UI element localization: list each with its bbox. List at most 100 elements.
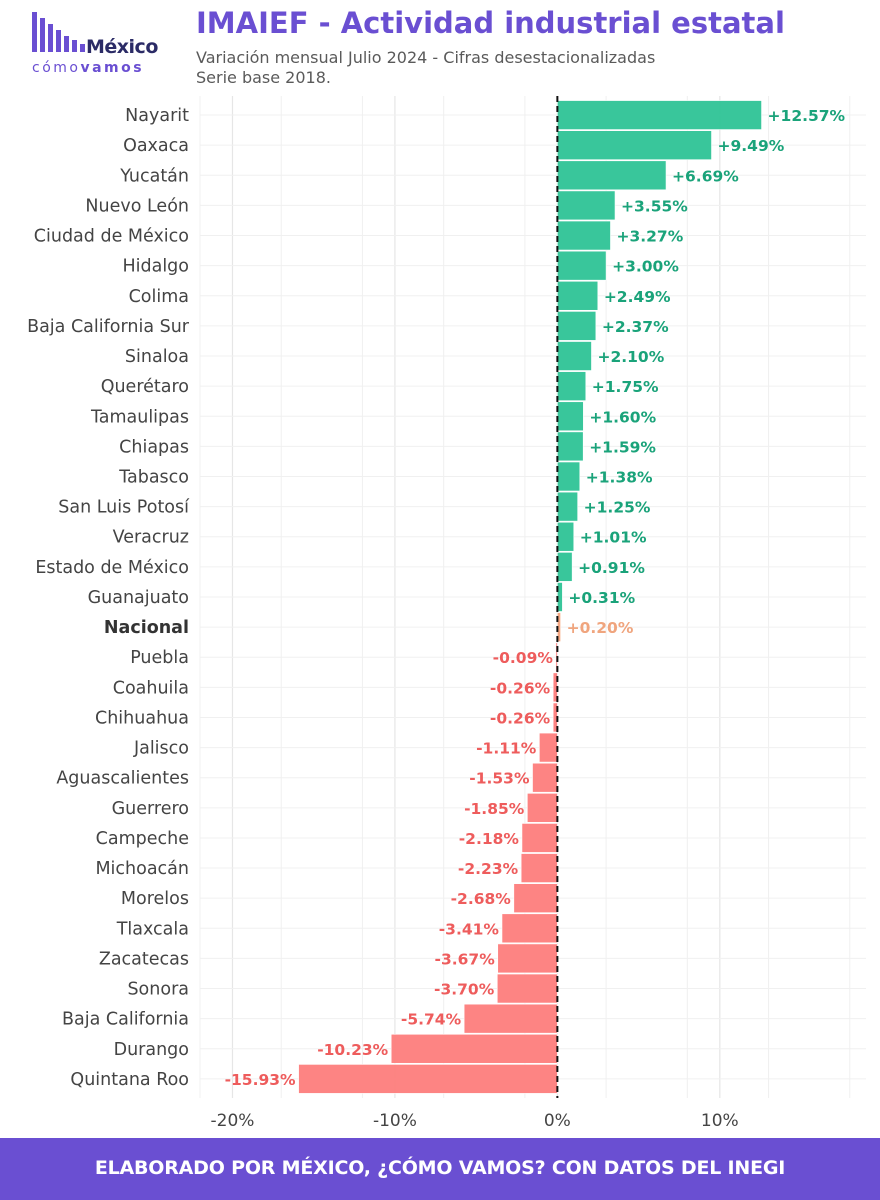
value-label: -1.85% — [464, 800, 525, 818]
category-label: Zacatecas — [99, 949, 189, 969]
bar-colima — [557, 280, 599, 311]
category-label: Nayarit — [125, 106, 189, 126]
category-label: Puebla — [130, 648, 189, 668]
value-label: +9.49% — [718, 137, 785, 155]
value-label: +2.10% — [597, 348, 664, 366]
category-label: Sinaloa — [125, 347, 189, 367]
category-label: San Luis Potosí — [58, 498, 190, 518]
bar-jalisco — [539, 732, 558, 763]
category-label: Colima — [129, 287, 189, 307]
value-label: -2.68% — [451, 890, 512, 908]
bar-baja-california-sur — [557, 311, 597, 341]
mexico-como-vamos-logo: México cómovamos — [28, 8, 188, 76]
value-label: -1.11% — [476, 740, 537, 758]
logo-subtitle: cómovamos — [32, 60, 145, 76]
category-label: Baja California — [62, 1010, 189, 1030]
subtitle-line-2: Serie base 2018. — [196, 68, 331, 87]
value-label: +2.49% — [604, 288, 671, 306]
category-label: Guerrero — [112, 799, 189, 819]
value-label: +6.69% — [672, 167, 739, 185]
category-label: Hidalgo — [122, 257, 189, 277]
category-label: Baja California Sur — [27, 317, 190, 337]
category-label: Quintana Roo — [70, 1070, 189, 1090]
bar-tabasco — [557, 461, 581, 492]
value-label: -3.67% — [435, 950, 496, 968]
value-label: -3.70% — [434, 981, 495, 999]
bar-quintana-roo — [298, 1064, 558, 1094]
category-label: Morelos — [121, 889, 189, 909]
category-label: Aguascalientes — [56, 769, 189, 789]
value-label: -5.74% — [401, 1011, 462, 1029]
value-label: +12.57% — [768, 107, 846, 125]
bar-sonora — [496, 973, 558, 1004]
category-label: Campeche — [96, 829, 189, 849]
value-label: +1.60% — [589, 408, 656, 426]
value-label: +3.00% — [612, 258, 679, 276]
value-label: -2.18% — [459, 830, 520, 848]
bar-baja-california — [463, 1003, 558, 1034]
category-label: Coahuila — [113, 678, 189, 698]
bar-zacatecas — [497, 943, 558, 974]
bar-chiapas — [557, 431, 584, 462]
category-label: Jalisco — [133, 739, 189, 759]
value-label: +1.59% — [589, 438, 656, 456]
value-label: -2.23% — [458, 860, 519, 878]
chart-title: IMAIEF - Actividad industrial estatal — [196, 6, 785, 40]
bar-durango — [390, 1033, 558, 1064]
bar-tamaulipas — [557, 401, 584, 432]
subtitle-line-1: Variación mensual Julio 2024 - Cifras de… — [196, 48, 656, 67]
value-label: -0.26% — [490, 679, 551, 697]
value-label: +1.38% — [586, 469, 653, 487]
value-label: +3.55% — [621, 197, 688, 215]
chart-subtitle: Variación mensual Julio 2024 - Cifras de… — [196, 48, 655, 88]
bar-morelos — [513, 883, 558, 913]
bar-campeche — [521, 823, 558, 853]
bar-michoacán — [520, 853, 558, 883]
bar-sinaloa — [557, 341, 592, 371]
bar-querétaro — [557, 371, 587, 401]
value-label: +0.20% — [567, 619, 634, 637]
category-label: Tamaulipas — [90, 407, 189, 427]
value-label: -15.93% — [225, 1071, 296, 1089]
value-label: -3.41% — [439, 920, 500, 938]
category-label: Yucatán — [119, 166, 189, 186]
category-label: Estado de México — [35, 558, 189, 578]
bar-aguascalientes — [532, 762, 558, 793]
category-label: Tlaxcala — [116, 919, 189, 939]
bar-estado-de-méxico — [557, 552, 573, 582]
category-label: Chiapas — [119, 437, 189, 457]
category-label: Nuevo León — [85, 196, 189, 216]
value-label: +3.27% — [616, 228, 683, 246]
x-tick-label: -10% — [373, 1111, 417, 1131]
value-label: +1.75% — [592, 378, 659, 396]
bars-logo-icon — [32, 10, 92, 52]
value-label: -1.53% — [469, 770, 530, 788]
bar-veracruz — [557, 521, 575, 552]
category-label: Tabasco — [118, 468, 189, 488]
bar-ciudad-de-méxico — [557, 220, 611, 251]
bar-hidalgo — [557, 250, 607, 281]
value-label: +1.25% — [584, 499, 651, 517]
bar-yucatán — [557, 160, 667, 191]
bar-nayarit — [557, 100, 762, 130]
category-label: Ciudad de México — [34, 227, 189, 247]
value-label: +0.31% — [568, 589, 635, 607]
x-tick-label: -20% — [211, 1111, 255, 1131]
category-label: Chihuahua — [95, 708, 189, 728]
x-tick-label: 0% — [544, 1111, 571, 1131]
category-label: Sonora — [127, 980, 189, 1000]
category-label: Durango — [114, 1040, 189, 1060]
x-tick-label: 10% — [701, 1111, 739, 1131]
bar-nuevo-león — [557, 190, 616, 221]
footer-banner: ELABORADO POR MÉXICO, ¿CÓMO VAMOS? CON D… — [0, 1138, 880, 1200]
value-label: +0.91% — [578, 559, 645, 577]
bar-san-luis-potosí — [557, 491, 578, 522]
category-label: Nacional — [104, 618, 189, 638]
logo-word: México — [86, 36, 158, 58]
bar-oaxaca — [557, 130, 712, 160]
category-label: Guanajuato — [88, 588, 189, 608]
header: México cómovamos IMAIEF - Actividad indu… — [0, 0, 880, 96]
category-label: Querétaro — [101, 377, 189, 397]
footer-credit: ELABORADO POR MÉXICO, ¿CÓMO VAMOS? CON D… — [94, 1157, 786, 1179]
bar-chart: Nayarit +12.57% Oaxaca +9.49% Yucatán +6.69% N… — [27, 96, 866, 1131]
